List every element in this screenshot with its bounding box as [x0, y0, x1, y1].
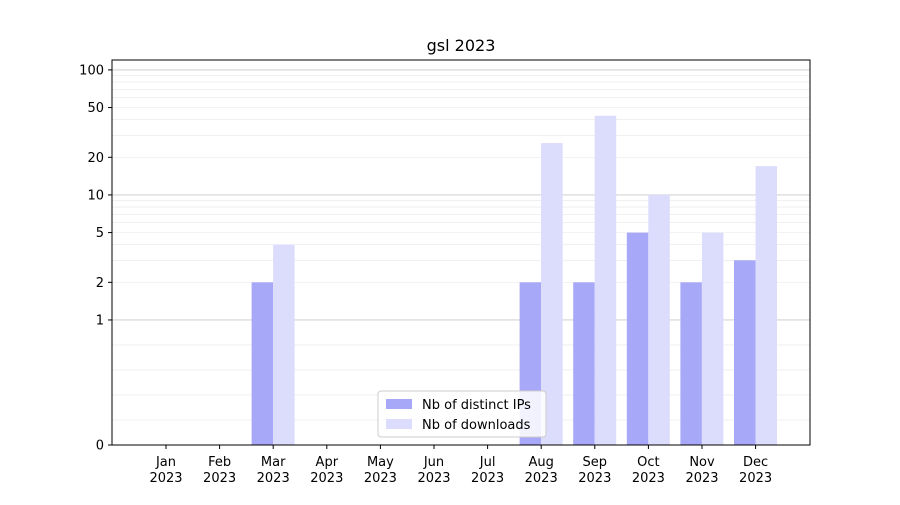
- x-tick-label-year: 2023: [685, 471, 718, 486]
- bar-downloads: [755, 166, 777, 445]
- x-tick-label-year: 2023: [257, 471, 290, 486]
- x-tick-label-month: Nov: [689, 455, 715, 470]
- chart-title: gsl 2023: [427, 36, 496, 55]
- x-tick-label-month: Dec: [743, 455, 768, 470]
- bar-downloads: [273, 244, 295, 445]
- x-tick-label-year: 2023: [632, 471, 665, 486]
- x-tick-label-year: 2023: [471, 471, 504, 486]
- x-tick-label-year: 2023: [310, 471, 343, 486]
- legend-box: [377, 390, 547, 438]
- x-tick-label-month: Sep: [583, 455, 608, 470]
- bar-distinct-ips: [573, 282, 595, 445]
- legend-swatch: [386, 399, 412, 409]
- y-tick-label: 100: [79, 63, 104, 78]
- legend-label: Nb of distinct IPs: [422, 398, 531, 413]
- x-tick-label-month: Jul: [479, 455, 496, 470]
- y-tick-label: 50: [87, 101, 104, 116]
- x-tick-label-month: Jun: [423, 455, 444, 470]
- x-tick-label-month: Aug: [529, 455, 554, 470]
- y-tick-label: 0: [96, 439, 104, 454]
- bar-downloads: [541, 143, 563, 445]
- x-tick-label-year: 2023: [149, 471, 182, 486]
- legend-label: Nb of downloads: [422, 418, 531, 433]
- x-tick-label-year: 2023: [739, 471, 772, 486]
- y-tick-label: 2: [96, 276, 104, 291]
- x-tick-label-month: Oct: [637, 455, 659, 470]
- bar-downloads: [648, 194, 670, 445]
- plot-frame: [111, 59, 811, 446]
- x-tick-label-year: 2023: [364, 471, 397, 486]
- x-tick-label-month: Feb: [208, 455, 231, 470]
- y-tick-label: 5: [96, 226, 104, 241]
- x-tick-label-month: Jan: [155, 455, 176, 470]
- bar-downloads: [701, 232, 724, 445]
- y-tick-label: 10: [87, 188, 104, 203]
- bar-distinct-ips: [734, 260, 756, 445]
- x-tick-label-month: Mar: [261, 455, 286, 470]
- x-tick-label-month: May: [367, 455, 394, 470]
- y-tick-label: 20: [87, 151, 104, 166]
- bar-distinct-ips: [626, 232, 649, 445]
- bar-distinct-ips: [251, 282, 274, 445]
- bar-downloads: [594, 115, 617, 445]
- x-tick-label-year: 2023: [525, 471, 558, 486]
- bar-distinct-ips: [680, 282, 702, 445]
- legend-swatch: [386, 419, 412, 429]
- y-tick-label: 1: [96, 313, 104, 328]
- x-tick-label-month: Apr: [316, 455, 339, 470]
- x-tick-label-year: 2023: [578, 471, 611, 486]
- x-tick-label-year: 2023: [417, 471, 450, 486]
- x-tick-label-year: 2023: [203, 471, 236, 486]
